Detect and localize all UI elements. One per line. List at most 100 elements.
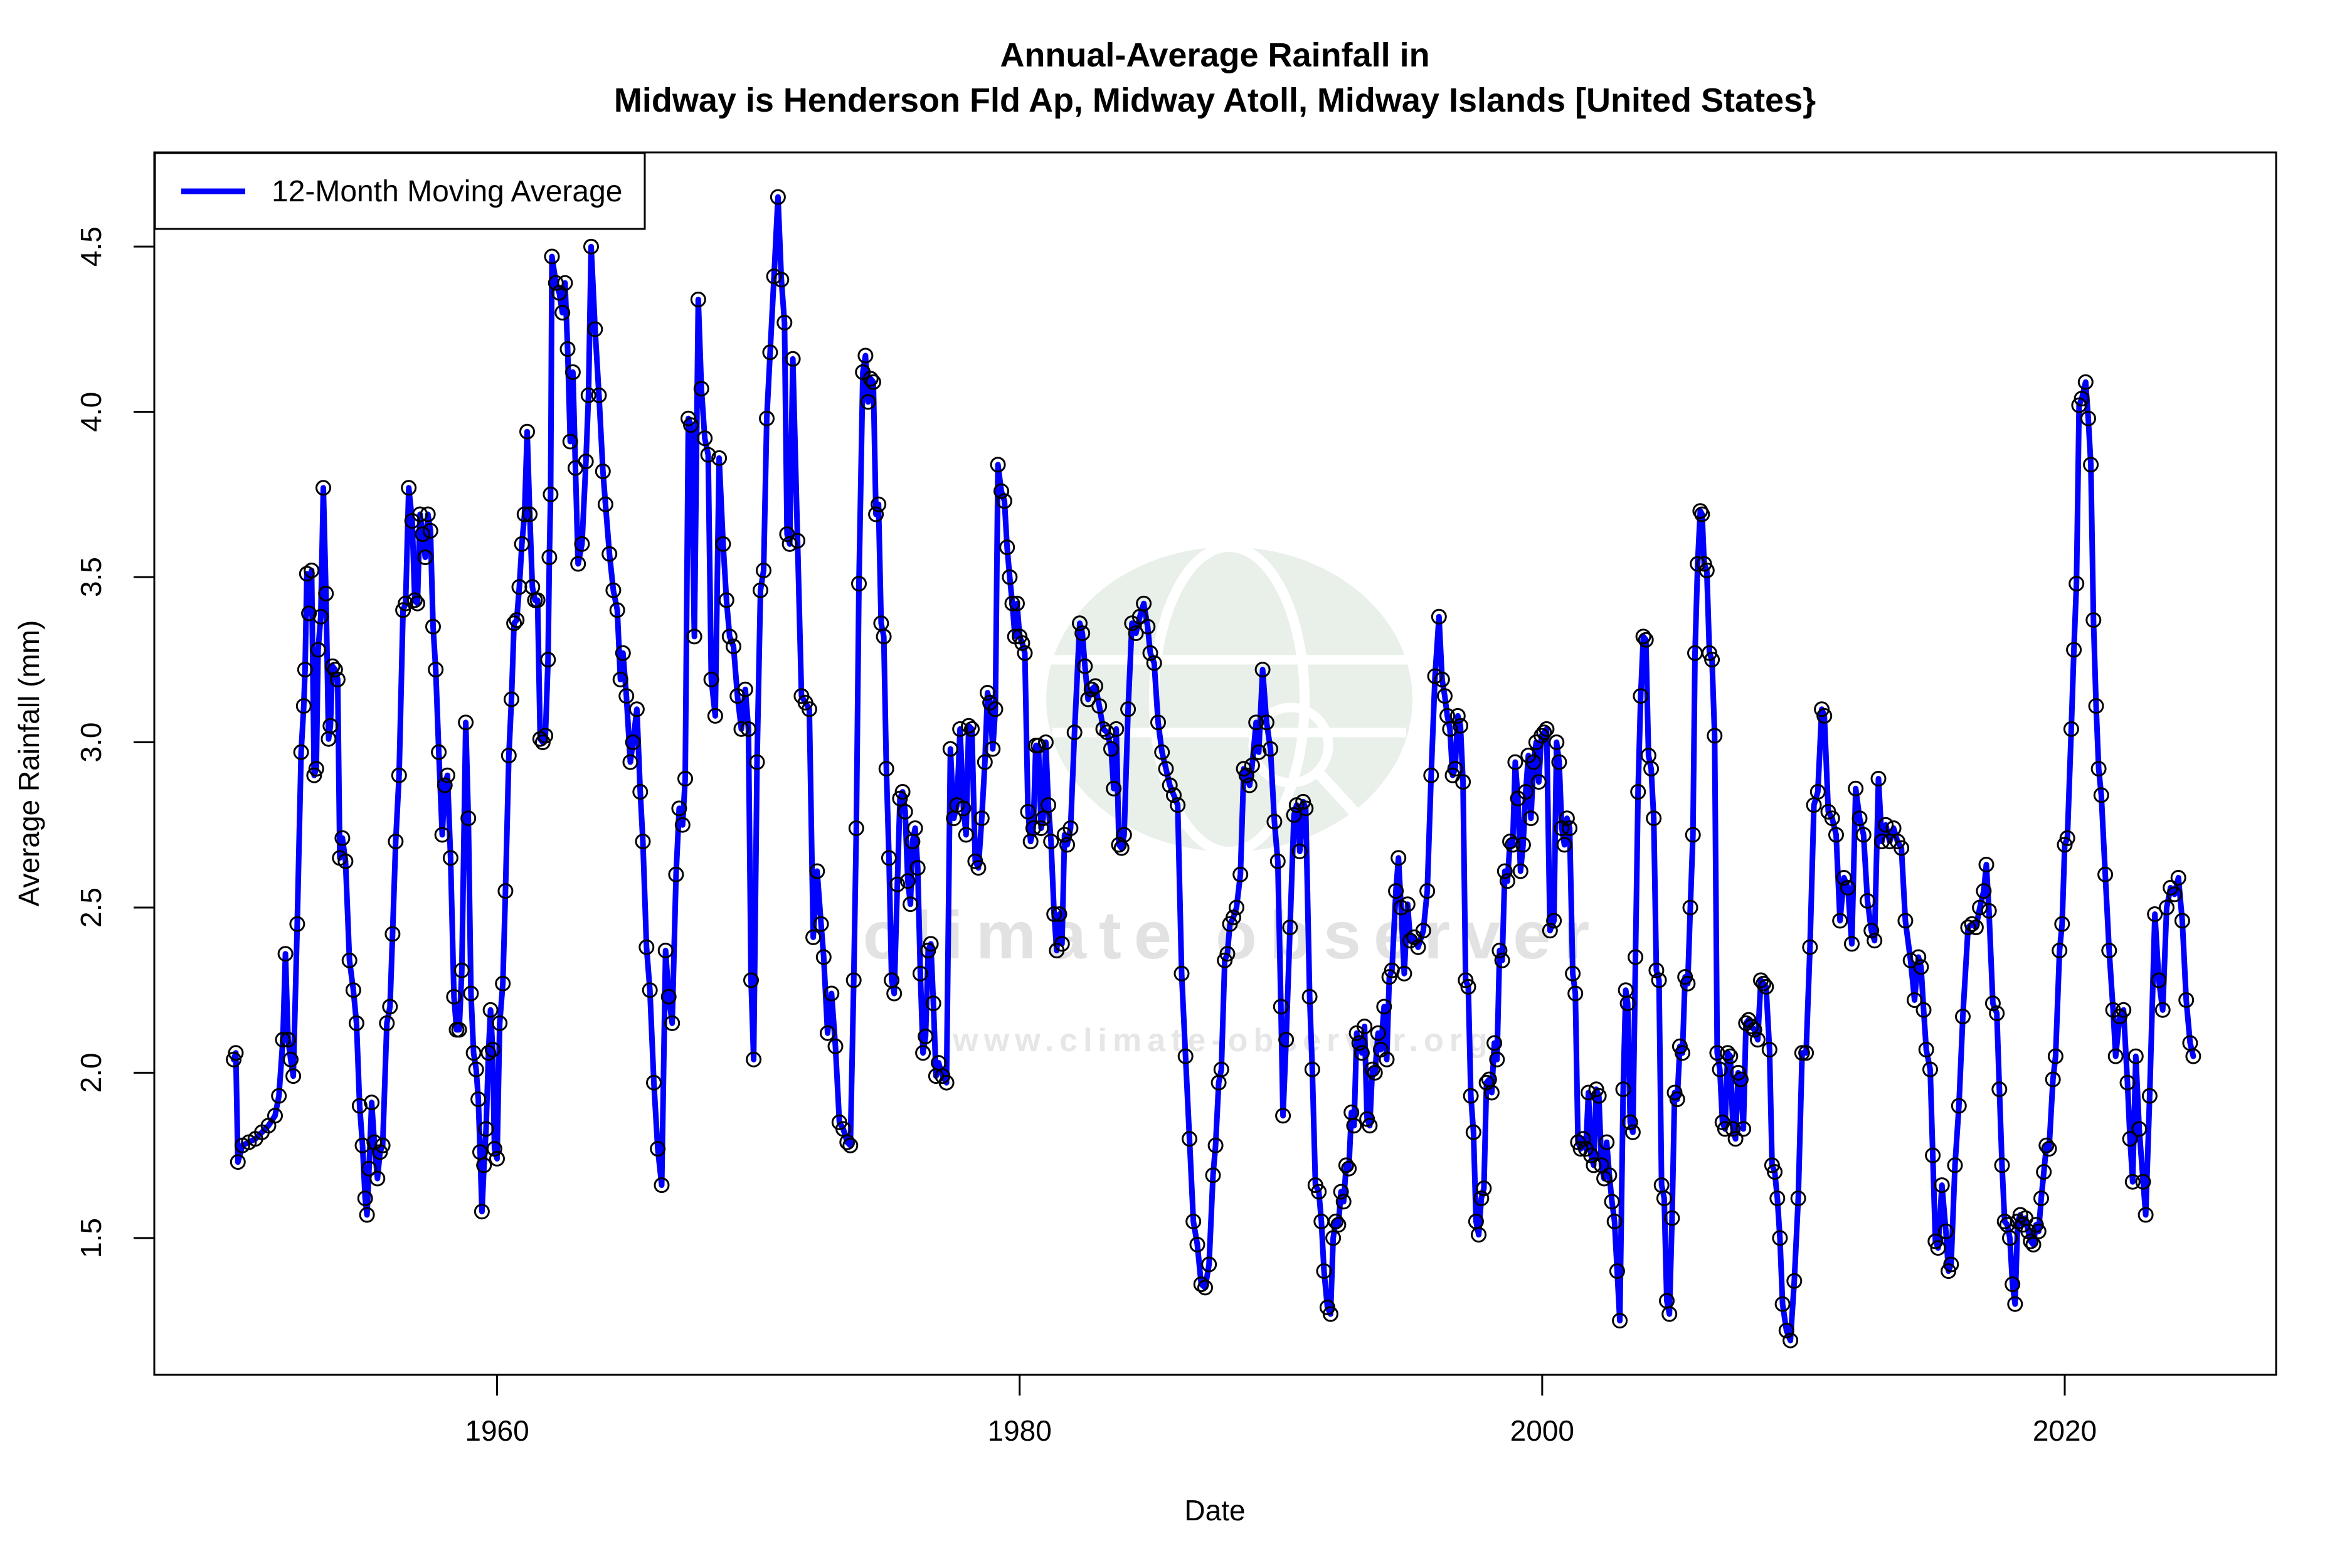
data-point (805, 929, 822, 945)
data-point (1142, 645, 1158, 661)
data-point (1486, 1035, 1503, 1051)
data-point (985, 741, 1001, 757)
data-point (2069, 576, 2085, 592)
data-point (980, 685, 995, 701)
data-point (1633, 688, 1649, 704)
data-point (1836, 870, 1852, 886)
y-tick-label: 2.0 (75, 1052, 107, 1093)
data-point (942, 741, 958, 757)
data-point (1059, 837, 1075, 853)
data-point (1379, 1051, 1395, 1067)
data-point (382, 999, 398, 1015)
data-point (2131, 1121, 2148, 1137)
data-point (341, 952, 358, 968)
data-point (2028, 1217, 2044, 1233)
data-point (318, 585, 334, 601)
data-point (1080, 691, 1096, 707)
data-point (1054, 936, 1070, 952)
data-point (894, 784, 911, 800)
data-point (230, 1154, 246, 1170)
data-point (2023, 1233, 2039, 1249)
data-point (1675, 1045, 1690, 1061)
data-point (1863, 923, 1880, 939)
data-point (1646, 810, 1662, 827)
data-point (2127, 1048, 2144, 1064)
data-point (534, 734, 551, 750)
data-point (1746, 1022, 1762, 1038)
data-point (431, 744, 447, 760)
data-point (790, 532, 806, 549)
data-point (1696, 556, 1712, 572)
data-point (1758, 978, 1774, 995)
data-point (509, 612, 525, 628)
data-point (1458, 972, 1474, 988)
data-point (862, 371, 879, 387)
data-point (1764, 1157, 1780, 1173)
y-tick-label: 1.5 (75, 1218, 107, 1258)
data-point (329, 671, 346, 687)
data-point (2036, 1164, 2052, 1180)
data-point (482, 1002, 499, 1018)
data-point (1301, 988, 1318, 1005)
data-point (1258, 714, 1274, 731)
data-point (1062, 820, 1079, 836)
data-point (1158, 761, 1174, 777)
data-point (1116, 827, 1132, 843)
data-point (310, 642, 326, 658)
data-point (1189, 1236, 1205, 1253)
data-point (2107, 1048, 2124, 1064)
data-point (1525, 754, 1542, 770)
data-point (1661, 1306, 1678, 1322)
data-point (857, 347, 874, 364)
data-point (1756, 975, 1772, 992)
data-point (628, 701, 645, 718)
data-point (1410, 939, 1426, 955)
data-point (2151, 972, 2167, 988)
data-point (1591, 1088, 1607, 1104)
data-point (2116, 1002, 2132, 1018)
data-point (417, 549, 433, 565)
data-point (1732, 1071, 1749, 1088)
data-point (1704, 652, 1720, 668)
data-point (1322, 1306, 1338, 1322)
data-point (271, 1088, 287, 1104)
data-point (1666, 1084, 1683, 1101)
data-point (961, 718, 977, 734)
data-point (1583, 1147, 1599, 1163)
data-point (899, 873, 916, 889)
data-point (1381, 969, 1397, 985)
data-point (1278, 1032, 1295, 1048)
data-point (1609, 1263, 1625, 1279)
data-point (312, 608, 329, 625)
data-point (2185, 1048, 2201, 1064)
data-point (1154, 744, 1170, 760)
data-point (903, 896, 919, 913)
data-point (2007, 1296, 2023, 1312)
data-point (372, 1144, 388, 1160)
data-point (1020, 803, 1036, 820)
data-point (683, 417, 699, 433)
data-point (1515, 837, 1531, 853)
data-point (697, 430, 713, 447)
data-point (776, 314, 793, 331)
data-point (733, 721, 750, 737)
data-point (1496, 863, 1513, 879)
data-point (1025, 820, 1041, 836)
data-point (1150, 714, 1166, 731)
data-point (1128, 625, 1144, 642)
data-point (388, 834, 404, 850)
data-point (1512, 863, 1528, 879)
data-point (1651, 972, 1667, 988)
data-point (1419, 883, 1436, 899)
data-point (1698, 563, 1715, 578)
data-point (2174, 913, 2190, 929)
data-point (1353, 1045, 1370, 1061)
data-point (756, 563, 771, 578)
data-point (495, 975, 511, 992)
data-point (1009, 595, 1025, 612)
data-point (1848, 780, 1864, 797)
data-point (1136, 595, 1152, 612)
data-point (1219, 946, 1236, 962)
data-point (595, 464, 611, 479)
data-point (718, 592, 734, 608)
